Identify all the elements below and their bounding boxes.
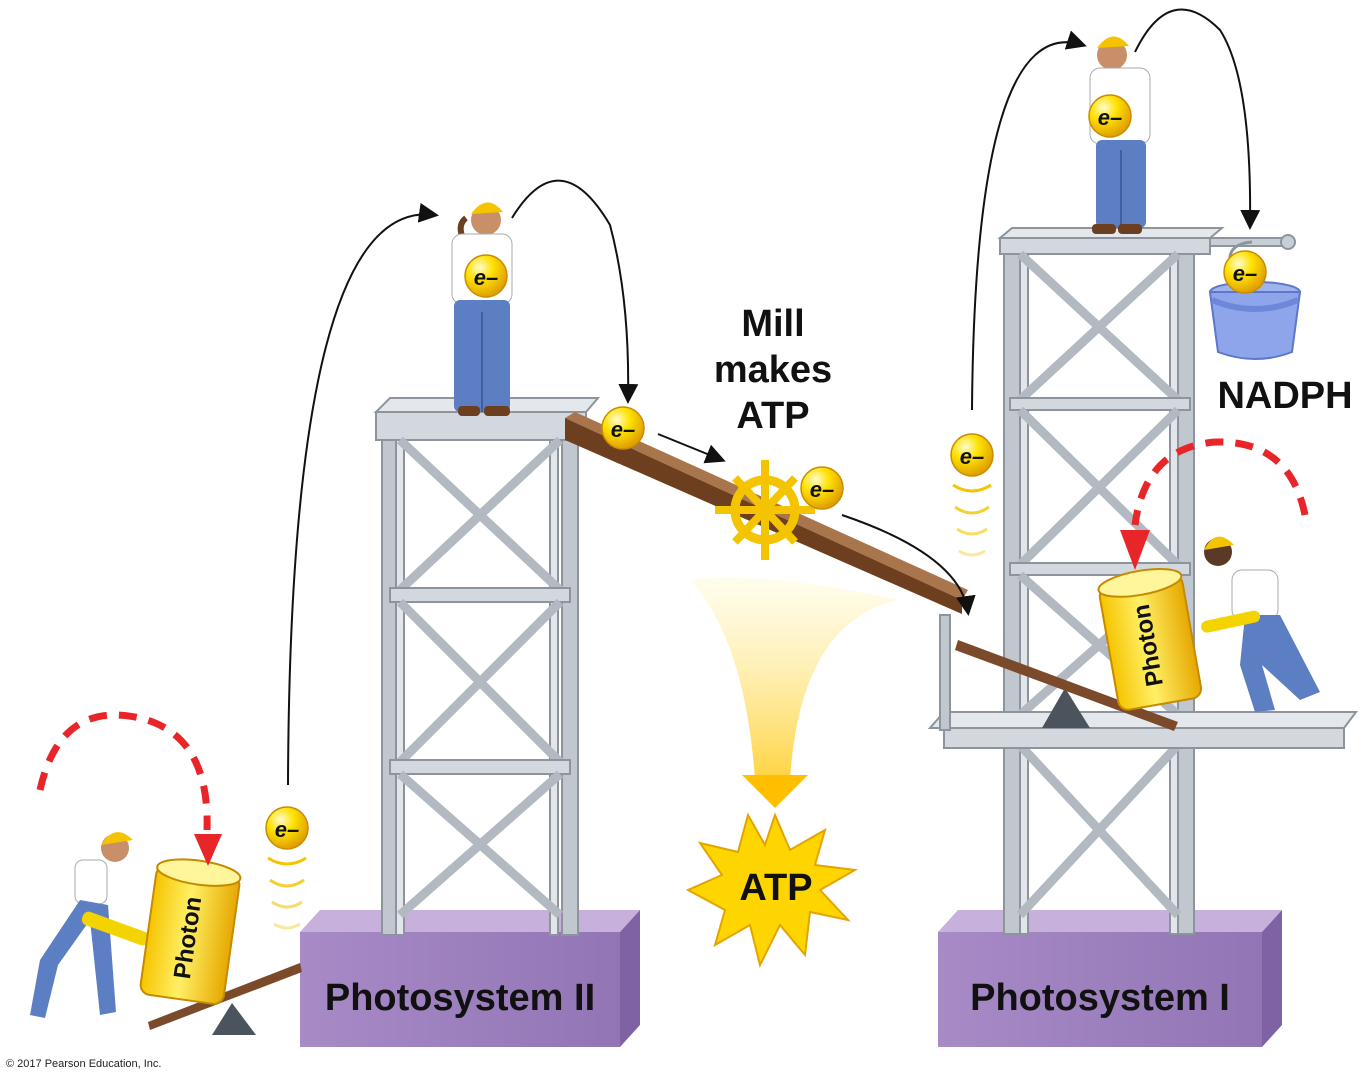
photosystem-i-tower xyxy=(927,227,1358,935)
atp-beam-arrowhead xyxy=(742,775,808,808)
electron-held-ps1: e– xyxy=(1088,94,1132,138)
electron-held-ps2: e– xyxy=(464,254,508,298)
mill-label-line2: makes xyxy=(714,349,832,391)
mill-label-line1: Mill xyxy=(741,303,804,345)
photosystem-ii-platform: Photosystem II xyxy=(300,910,640,1047)
arrow-to-bucket xyxy=(1134,8,1261,230)
photon-hammer-left: Photon xyxy=(139,858,242,1005)
electron-label: e– xyxy=(611,417,635,442)
atp-star: ATP xyxy=(685,812,859,968)
seesaw-left xyxy=(148,963,302,1035)
atp-mill-wheel xyxy=(715,460,815,560)
red-arrowhead-left xyxy=(194,834,222,866)
arrow-ps2-drop xyxy=(511,179,639,404)
red-dashed-arrow-left xyxy=(36,711,211,831)
photosystem-i-platform: Photosystem I xyxy=(938,910,1282,1047)
electron-flow-arrows xyxy=(287,8,1261,786)
electron-label: e– xyxy=(1098,105,1122,130)
electron-rising-ps1: e– xyxy=(950,433,994,557)
electron-label: e– xyxy=(275,817,299,842)
arrow-to-mill xyxy=(657,433,726,464)
worker-right xyxy=(1201,536,1320,712)
photosystem-ii-label: Photosystem II xyxy=(325,977,595,1019)
red-dashed-arrow-right xyxy=(1131,438,1309,526)
worker-tower-ii xyxy=(451,202,513,416)
arrow-mill-out xyxy=(841,514,976,616)
atp-label: ATP xyxy=(739,867,812,909)
photosystem-ii-tower xyxy=(373,397,601,936)
red-arrowhead-right xyxy=(1120,530,1150,570)
copyright-notice: © 2017 Pearson Education, Inc. xyxy=(6,1058,162,1070)
electron-on-ramp: e– xyxy=(601,406,645,450)
mill-label-line3: ATP xyxy=(736,395,809,437)
electron-label: e– xyxy=(810,477,834,502)
electron-in-bucket: e– xyxy=(1223,250,1267,294)
electron-label: e– xyxy=(474,265,498,290)
electron-at-mill: e– xyxy=(800,466,844,510)
electron-label: e– xyxy=(960,444,984,469)
arrow-ps1-jump xyxy=(971,30,1087,411)
electron-bottom-left: e– xyxy=(265,806,309,930)
photon-hammer-right: Photon xyxy=(1097,567,1203,711)
arrow-left-jump xyxy=(287,202,439,786)
electron-label: e– xyxy=(1233,261,1257,286)
photosystem-i-label: Photosystem I xyxy=(970,977,1230,1019)
atp-energy-beam xyxy=(690,577,900,800)
nadph-label: NADPH xyxy=(1217,375,1352,417)
worker-left xyxy=(30,832,150,1018)
